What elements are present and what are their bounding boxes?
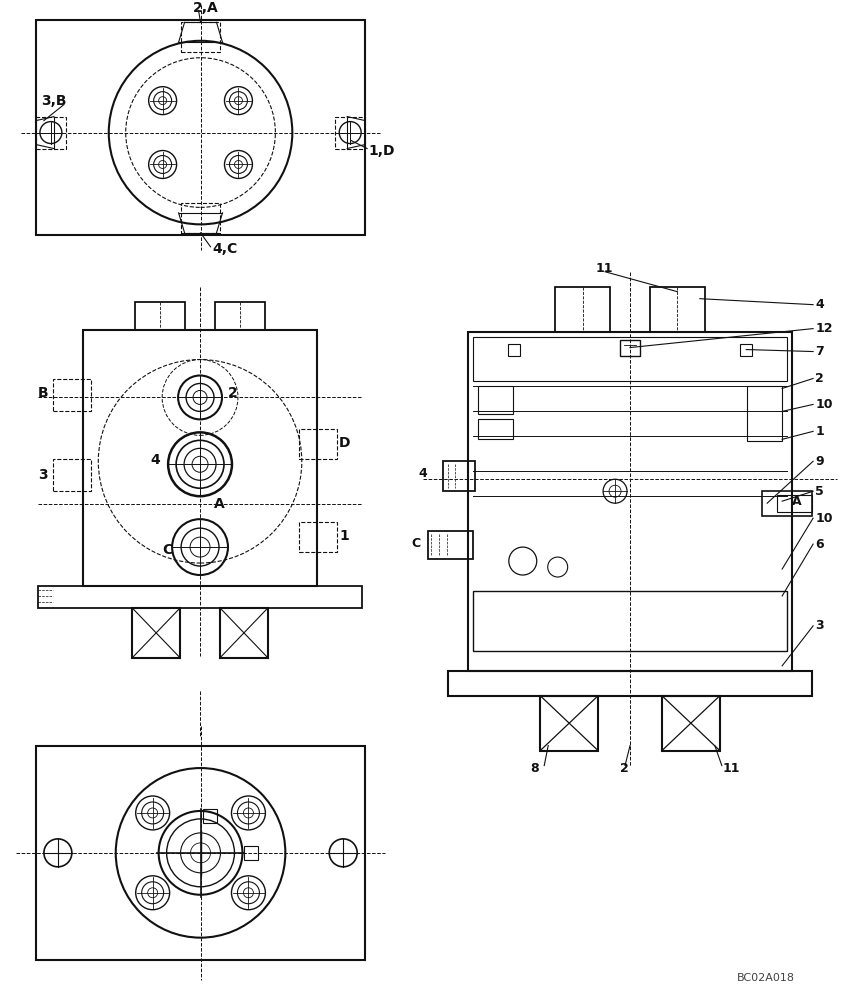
Bar xyxy=(507,344,519,356)
Text: BC02A018: BC02A018 xyxy=(737,973,796,983)
Bar xyxy=(478,419,513,439)
Text: 1,D: 1,D xyxy=(368,144,395,158)
Text: 11: 11 xyxy=(722,762,740,775)
Bar xyxy=(181,22,220,52)
Bar xyxy=(443,461,475,491)
Bar xyxy=(478,386,513,414)
Text: C: C xyxy=(411,537,421,550)
Bar xyxy=(740,344,752,356)
Bar xyxy=(473,337,787,381)
Text: 2: 2 xyxy=(620,762,629,775)
Text: A: A xyxy=(214,497,224,511)
Text: 2: 2 xyxy=(815,372,824,385)
Bar xyxy=(468,332,792,671)
Text: 7: 7 xyxy=(815,345,824,358)
Text: 1: 1 xyxy=(339,529,349,543)
Text: 10: 10 xyxy=(815,398,832,411)
Text: D: D xyxy=(339,436,351,450)
Text: 3,B: 3,B xyxy=(41,94,66,108)
Bar xyxy=(36,746,366,960)
Text: 5: 5 xyxy=(815,485,824,498)
Bar xyxy=(428,531,473,559)
Text: 6: 6 xyxy=(815,538,824,551)
Text: 11: 11 xyxy=(595,262,612,275)
Bar xyxy=(473,591,787,651)
Bar xyxy=(299,429,337,459)
Text: C: C xyxy=(163,543,172,557)
Bar xyxy=(83,330,317,586)
Text: 8: 8 xyxy=(531,762,539,775)
Bar xyxy=(540,696,598,751)
Text: 2,A: 2,A xyxy=(193,1,218,15)
Text: 12: 12 xyxy=(815,322,832,335)
Bar xyxy=(747,386,782,441)
Bar xyxy=(220,608,267,658)
Text: 3: 3 xyxy=(815,619,824,632)
Bar xyxy=(662,696,720,751)
Text: 4: 4 xyxy=(418,467,427,480)
Bar xyxy=(53,379,91,411)
Text: 2: 2 xyxy=(228,386,237,400)
Bar xyxy=(132,608,180,658)
Bar xyxy=(135,302,185,330)
Bar xyxy=(53,459,91,491)
Bar xyxy=(38,586,362,608)
Bar xyxy=(448,671,812,696)
Bar xyxy=(181,203,220,233)
Text: 10: 10 xyxy=(815,512,832,525)
Bar xyxy=(335,117,366,149)
Bar xyxy=(36,20,366,235)
Bar xyxy=(777,495,812,512)
Text: 4: 4 xyxy=(150,453,160,467)
Text: 4,C: 4,C xyxy=(212,242,237,256)
Bar xyxy=(203,809,217,823)
Bar xyxy=(215,302,265,330)
Bar xyxy=(556,287,610,332)
Text: B: B xyxy=(38,386,48,400)
Bar xyxy=(36,117,66,149)
Text: 9: 9 xyxy=(815,455,824,468)
Text: 4: 4 xyxy=(815,298,824,311)
Bar xyxy=(244,846,258,860)
Bar xyxy=(620,340,640,356)
Bar xyxy=(762,491,812,516)
Bar xyxy=(299,522,337,552)
Text: A: A xyxy=(792,495,802,508)
Bar xyxy=(650,287,705,332)
Text: 3: 3 xyxy=(38,468,47,482)
Text: 1: 1 xyxy=(815,425,824,438)
